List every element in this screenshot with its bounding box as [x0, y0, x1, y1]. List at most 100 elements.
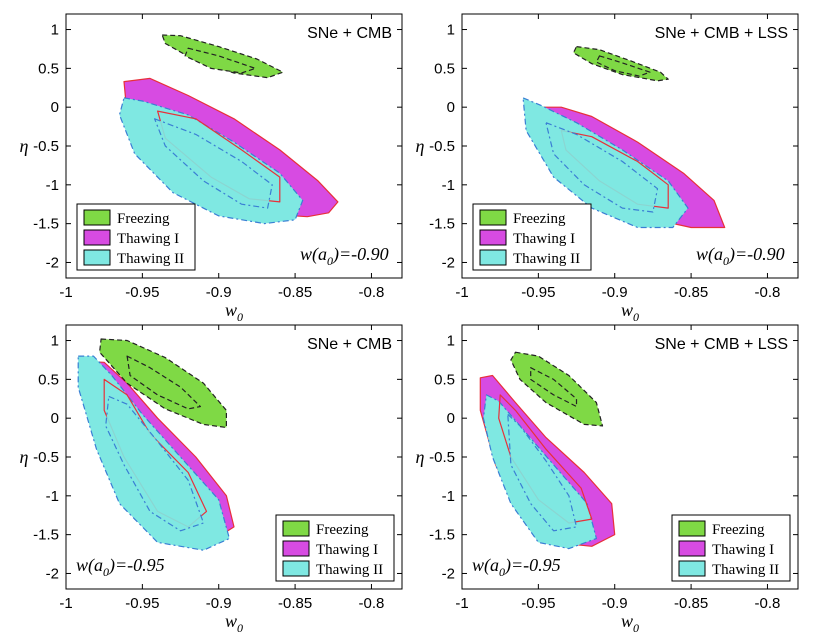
- x-tick-label: -0.8: [755, 284, 781, 301]
- x-tick-label: -0.85: [674, 284, 708, 301]
- freezing-inner-contour: [595, 55, 651, 77]
- legend-label: Thawing I: [117, 231, 179, 247]
- y-tick-label: -2: [442, 254, 455, 271]
- x-tick-label: -0.9: [206, 284, 232, 301]
- y-tick-label: 0.5: [38, 60, 59, 77]
- y-tick-label: 1: [51, 333, 59, 350]
- panel-bottom-right: -1 -0.95 -0.9 -0.85 -0.8 1 0.5 0 -0.5 -1 -1.5 -2 w0 η…: [416, 324, 799, 635]
- legend-swatch-freezing: [479, 209, 507, 226]
- legend-label: Thawing II: [712, 562, 779, 578]
- legend: Freezing Thawing I Thawing II: [76, 203, 196, 271]
- y-tick-label: -0.5: [33, 449, 59, 466]
- panel-title: SNe + CMB: [307, 25, 392, 42]
- x-tick-label: -0.95: [125, 284, 159, 301]
- x-tick-label: -0.85: [278, 595, 312, 612]
- legend-label: Thawing I: [712, 542, 774, 558]
- x-tick-label: -1: [59, 595, 72, 612]
- legend: Freezing Thawing I Thawing II: [472, 203, 592, 271]
- legend-swatch-freezing: [83, 209, 111, 226]
- annotation: w(a0)=-0.90: [300, 244, 389, 268]
- y-tick-label: -2: [442, 565, 455, 582]
- legend-label: Freezing: [117, 211, 170, 227]
- y-axis-label: η: [416, 447, 425, 467]
- legend-swatch-freezing: [678, 520, 706, 537]
- y-tick-label: 1: [447, 333, 455, 350]
- panel-title: SNe + CMB + LSS: [655, 25, 788, 42]
- thawing-ii-inner-contour: [545, 122, 659, 213]
- legend-swatch-thawing-i: [479, 229, 507, 246]
- legend: Freezing Thawing I Thawing II: [275, 514, 395, 582]
- legend-swatch-thawing-ii: [479, 249, 507, 266]
- y-tick-label: -1.5: [429, 216, 455, 233]
- x-axis-label: w0: [225, 611, 243, 635]
- x-tick-label: -0.9: [206, 595, 232, 612]
- y-tick-label: -0.5: [429, 449, 455, 466]
- x-tick-label: -0.9: [602, 284, 628, 301]
- annotation: w(a0)=-0.95: [472, 555, 561, 579]
- y-tick-label: -2: [46, 254, 59, 271]
- y-tick-label: 0.5: [434, 371, 455, 388]
- legend-swatch-thawing-i: [678, 540, 706, 557]
- legend-label: Thawing II: [316, 562, 383, 578]
- legend-swatch-thawing-ii: [83, 249, 111, 266]
- y-tick-label: 0: [51, 410, 59, 427]
- x-tick-label: -0.95: [521, 284, 555, 301]
- y-axis-label: η: [20, 136, 29, 156]
- legend-label: Thawing II: [513, 251, 580, 267]
- x-tick-label: -0.8: [359, 595, 385, 612]
- contours: [479, 351, 616, 550]
- contours: [77, 338, 235, 551]
- legend-swatch-thawing-ii: [678, 560, 706, 577]
- panel-title: SNe + CMB: [307, 336, 392, 353]
- annotation: w(a0)=-0.95: [76, 555, 165, 579]
- panel-top-left: -1 -0.95 -0.9 -0.85 -0.8 1 0.5 0 -0.5 -1 -1.5 -2 w0 η…: [20, 13, 403, 324]
- thawing-ii-inner-contour: [105, 395, 205, 532]
- x-tick-label: -0.95: [125, 595, 159, 612]
- panel-bottom-left: -1 -0.95 -0.9 -0.85 -0.8 1 0.5 0 -0.5 -1 -1.5 -2 w0 η…: [20, 324, 403, 635]
- legend-label: Thawing I: [513, 231, 575, 247]
- y-tick-label: -2: [46, 565, 59, 582]
- freezing-inner-contour: [126, 355, 201, 410]
- x-axis-label: w0: [621, 611, 639, 635]
- freezing-inner-contour: [530, 367, 578, 408]
- thawing-ii-inner-contour: [507, 413, 578, 532]
- y-tick-label: -1: [442, 488, 455, 505]
- panel-title: SNe + CMB + LSS: [655, 336, 788, 353]
- x-tick-label: -1: [455, 284, 468, 301]
- x-tick-label: -0.8: [755, 595, 781, 612]
- y-tick-label: -1: [442, 177, 455, 194]
- y-axis-label: η: [20, 447, 29, 467]
- legend-label: Freezing: [513, 211, 566, 227]
- legend-swatch-thawing-ii: [282, 560, 310, 577]
- y-tick-label: -0.5: [33, 138, 59, 155]
- x-axis-label: w0: [225, 300, 243, 324]
- y-tick-label: -1: [46, 488, 59, 505]
- y-tick-label: 0.5: [434, 60, 455, 77]
- y-tick-label: 0.5: [38, 371, 59, 388]
- freezing-inner-contour: [184, 47, 256, 74]
- y-tick-label: -1.5: [33, 216, 59, 233]
- contours: [522, 45, 726, 229]
- x-tick-label: -0.85: [674, 595, 708, 612]
- y-tick-label: 1: [447, 22, 455, 39]
- legend-label: Thawing II: [117, 251, 184, 267]
- x-tick-label: -1: [455, 595, 468, 612]
- x-axis-label: w0: [621, 300, 639, 324]
- y-tick-label: 0: [447, 99, 455, 116]
- thawing-ii-inner-contour: [154, 118, 273, 209]
- x-tick-label: -0.8: [359, 284, 385, 301]
- x-tick-label: -0.9: [602, 595, 628, 612]
- y-tick-label: 0: [447, 410, 455, 427]
- y-tick-label: -1: [46, 177, 59, 194]
- y-tick-label: -0.5: [429, 138, 455, 155]
- x-tick-label: -0.95: [521, 595, 555, 612]
- legend-label: Freezing: [712, 522, 765, 538]
- thawing-i-inner-contour: [498, 394, 593, 524]
- legend-swatch-freezing: [282, 520, 310, 537]
- annotation: w(a0)=-0.90: [696, 244, 785, 268]
- y-tick-label: 0: [51, 99, 59, 116]
- legend-swatch-thawing-i: [282, 540, 310, 557]
- x-tick-label: -1: [59, 284, 72, 301]
- x-tick-label: -0.85: [278, 284, 312, 301]
